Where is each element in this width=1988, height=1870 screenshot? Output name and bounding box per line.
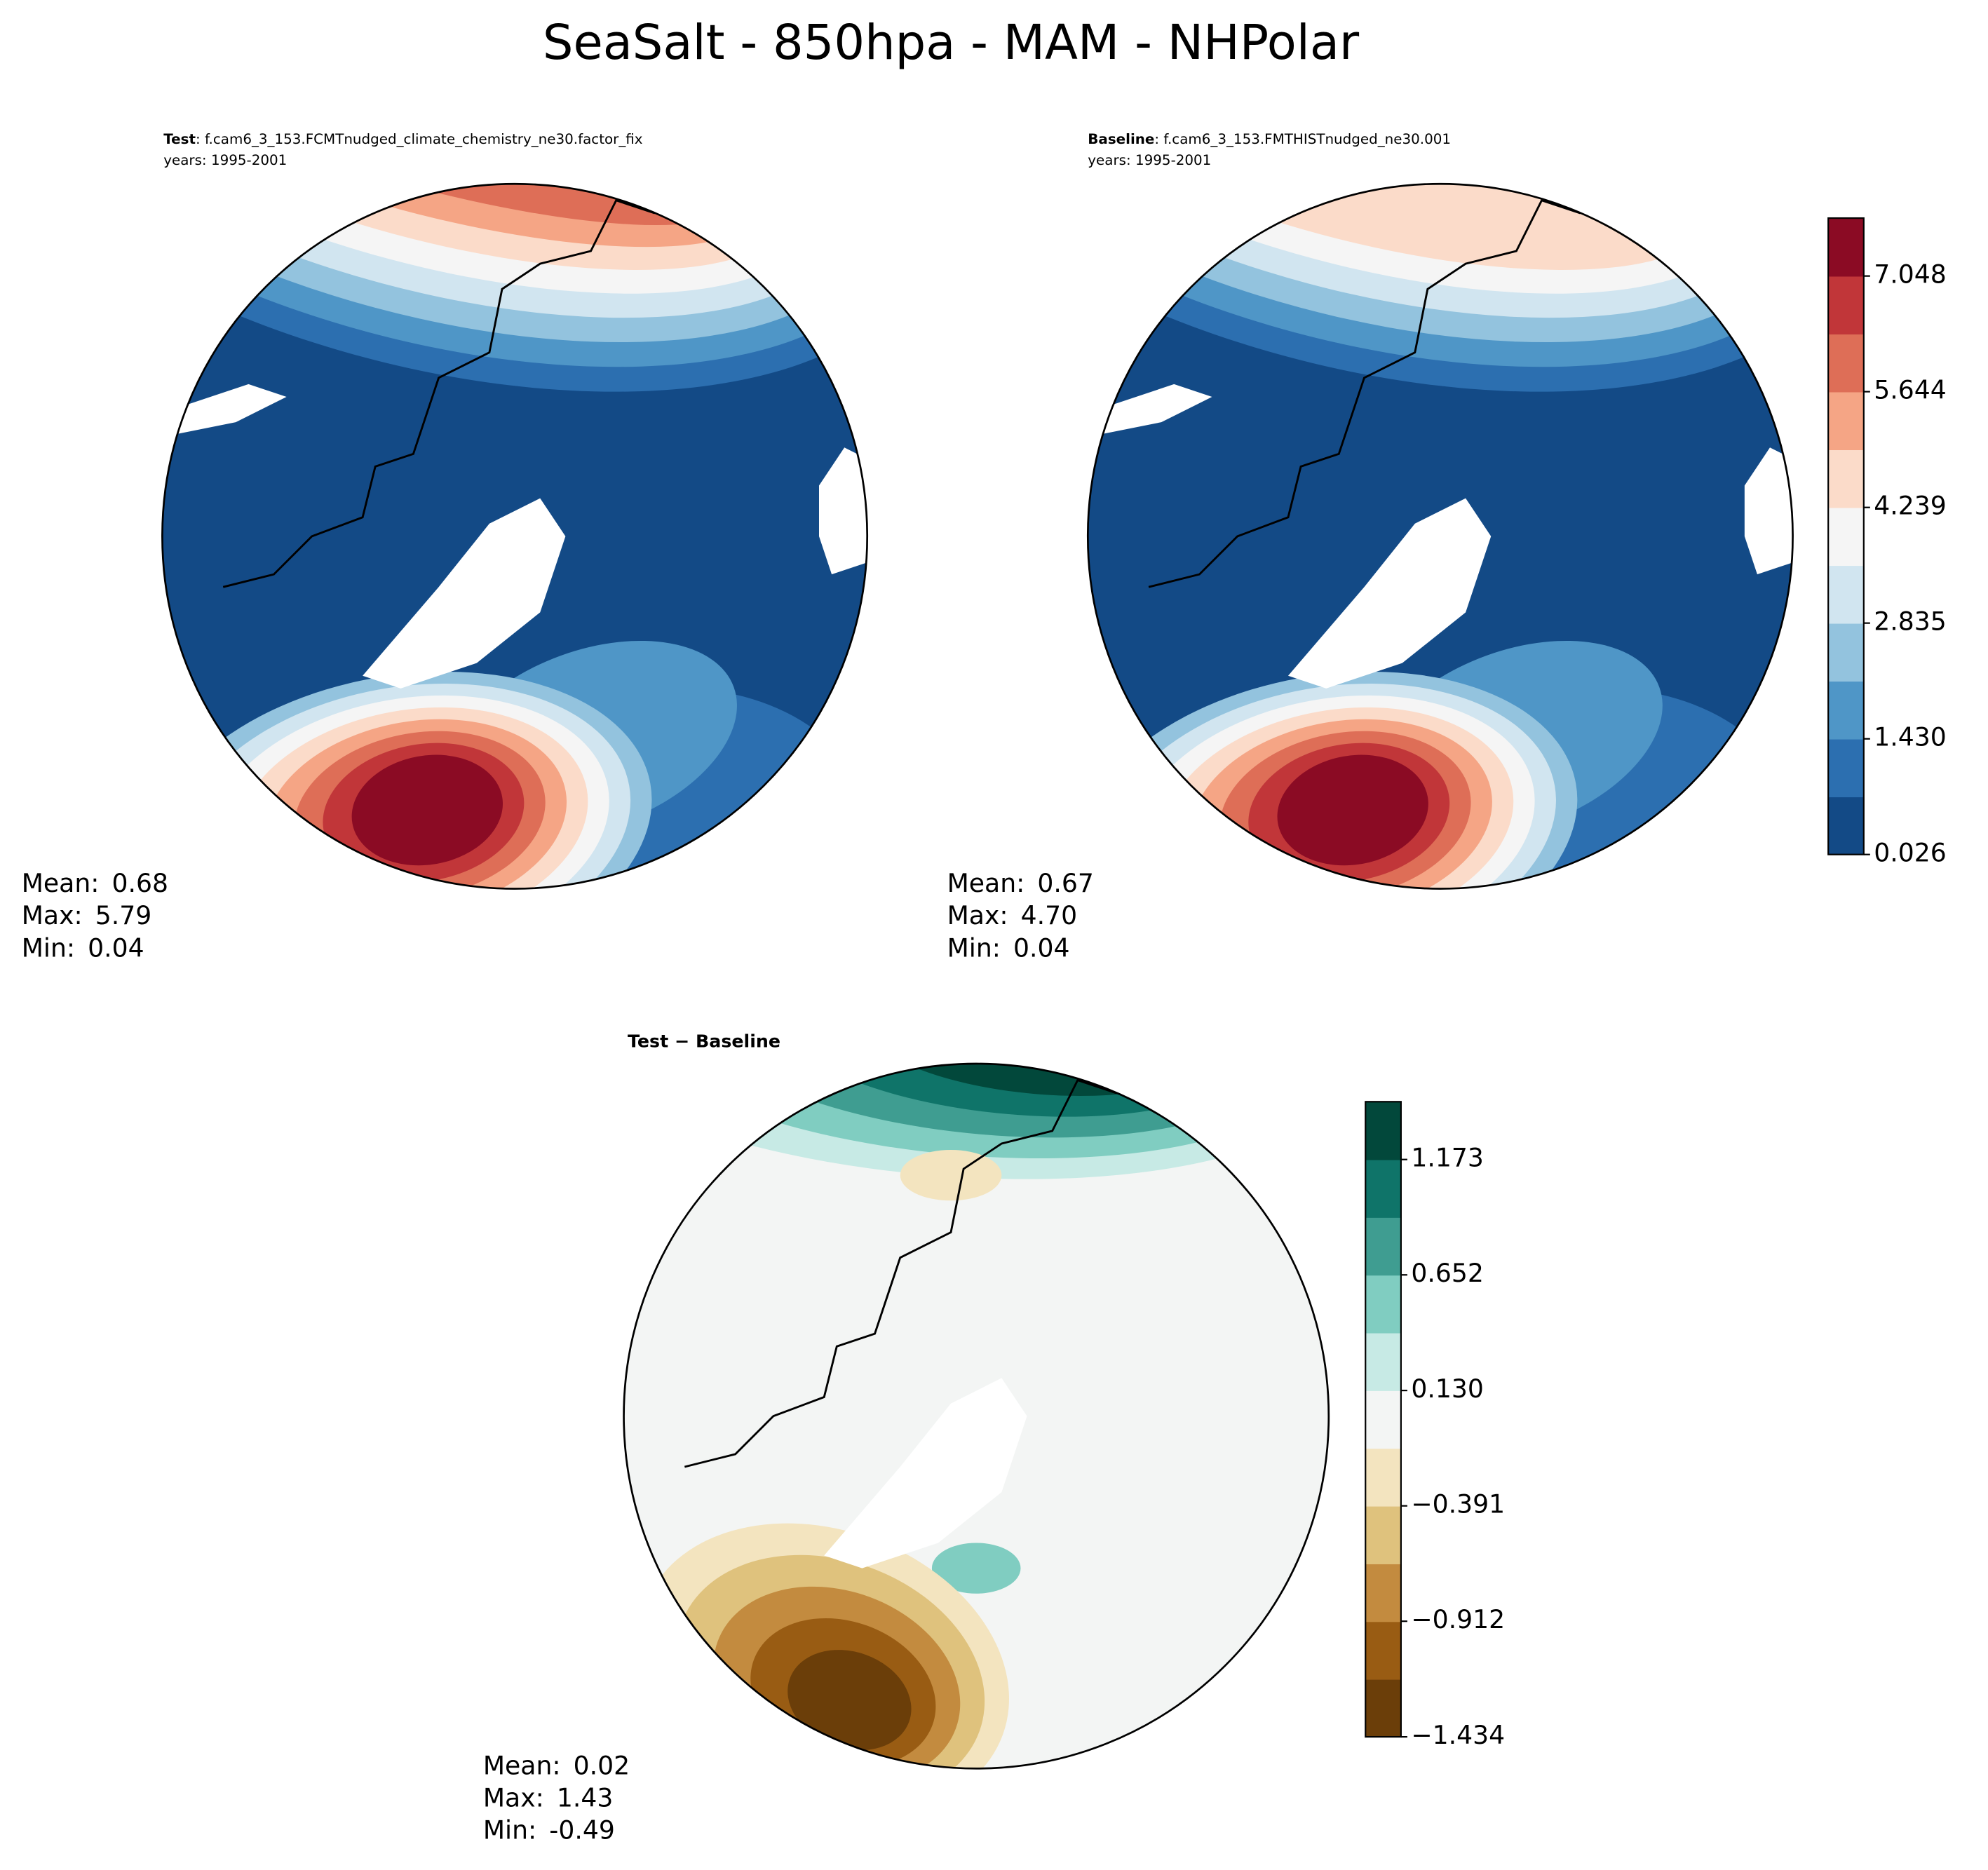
stat: Min: 0.04 — [947, 933, 1070, 963]
ice-sheet — [1287, 498, 1492, 689]
stat-value: 0.67 — [1037, 868, 1094, 898]
colorbar-tick-label: 0.652 — [1411, 1258, 1484, 1288]
colorbar-band — [1365, 1217, 1401, 1276]
contour-region — [787, 1650, 912, 1751]
colorbar-tick-label: 0.130 — [1411, 1374, 1484, 1404]
stat-value: 0.04 — [88, 933, 144, 963]
colorbar-tick-label: 1.430 — [1874, 722, 1947, 752]
colorbar-band — [1828, 565, 1864, 624]
map-boundary — [623, 1062, 1330, 1770]
contour-region — [351, 754, 503, 866]
colorbar-band — [1828, 797, 1864, 855]
stat-value: 0.68 — [112, 868, 169, 898]
case-label: Baseline — [1088, 130, 1154, 147]
colorbar-band — [1828, 449, 1864, 508]
coastline — [222, 184, 867, 889]
colorbar-tick-label: 2.835 — [1874, 607, 1947, 637]
case-name: : f.cam6_3_153.FCMTnudged_climate_chemis… — [196, 130, 643, 147]
colorbar-band — [1365, 1159, 1401, 1218]
colorbar-band — [1365, 1390, 1401, 1449]
stat-name: Max: — [483, 1783, 544, 1813]
colorbar-band — [1365, 1332, 1401, 1391]
stat-name: Min: — [947, 933, 1001, 963]
stat-name: Min: — [22, 933, 75, 963]
colorbar-band — [1365, 1448, 1401, 1507]
stat-name: Min: — [483, 1815, 536, 1845]
contour-region — [931, 1543, 1021, 1594]
map-field — [623, 1064, 1329, 1769]
colorbar-tick-label: 1.173 — [1411, 1143, 1484, 1173]
stat-name: Max: — [22, 900, 83, 930]
colorbar-band — [1828, 391, 1864, 451]
coastline — [684, 1064, 1329, 1769]
panel-subtitle: Baseline: f.cam6_3_153.FMTHISTnudged_ne3… — [1088, 130, 1451, 147]
stat-name: Max: — [947, 900, 1008, 930]
colorbar-frame — [1827, 217, 1865, 855]
colorbar-tick-label: 7.048 — [1874, 259, 1947, 290]
colorbar-tick-label: 5.644 — [1874, 375, 1947, 405]
colorbar-band — [1365, 1102, 1401, 1160]
stat-value: 0.02 — [574, 1750, 630, 1780]
stat: Max: 5.79 — [22, 900, 152, 930]
contour-region — [1277, 754, 1428, 866]
colorbar-tick-label: 0.026 — [1874, 838, 1947, 868]
panel-title: Test − Baseline — [628, 1031, 780, 1051]
ice-sheet — [824, 1378, 1027, 1569]
colorbar-tick-label: 4.239 — [1874, 491, 1947, 521]
stat-name: Mean: — [483, 1750, 561, 1780]
colorbar-band — [1828, 276, 1864, 334]
colorbar-band — [1365, 1275, 1401, 1334]
colorbar-tick-label: −0.391 — [1411, 1489, 1505, 1519]
colorbar-band — [1828, 507, 1864, 567]
stat: Mean: 0.02 — [483, 1750, 630, 1780]
contour-region — [900, 1149, 1002, 1201]
missing-data — [818, 447, 867, 575]
colorbar-band — [1365, 1679, 1401, 1737]
stat-value: 5.79 — [95, 900, 152, 930]
stat-value: 0.04 — [1013, 933, 1070, 963]
panel-years: years: 1995-2001 — [163, 152, 287, 168]
colorbar-band — [1828, 623, 1864, 682]
stat: Max: 4.70 — [947, 900, 1078, 930]
case-name: : f.cam6_3_153.FMTHISTnudged_ne30.001 — [1154, 130, 1451, 147]
stat-name: Mean: — [947, 868, 1025, 898]
case-label: Test — [163, 130, 196, 147]
stat-value: 1.43 — [557, 1783, 614, 1813]
missing-data — [1097, 384, 1212, 435]
colorbar-frame — [1365, 1101, 1402, 1738]
stat: Mean: 0.68 — [22, 868, 168, 898]
colorbar-band — [1828, 218, 1864, 277]
colorbar-band — [1828, 334, 1864, 393]
map-boundary — [161, 182, 869, 890]
colorbar-band — [1828, 738, 1864, 798]
colorbar-band — [1828, 681, 1864, 740]
map-boundary — [1086, 182, 1794, 890]
colorbar-tick-label: −0.912 — [1411, 1604, 1505, 1634]
colorbar-band — [1365, 1621, 1401, 1680]
stat: Mean: 0.67 — [947, 868, 1094, 898]
ice-sheet — [363, 498, 566, 689]
missing-data — [172, 384, 287, 435]
figure-title: SeaSalt - 850hpa - MAM - NHPolar — [543, 15, 1360, 71]
coastline — [1148, 184, 1793, 889]
panel-years: years: 1995-2001 — [1088, 152, 1211, 168]
colorbar-band — [1365, 1505, 1401, 1564]
missing-data — [1744, 447, 1793, 575]
stat-name: Mean: — [22, 868, 100, 898]
stat: Min: -0.49 — [483, 1815, 615, 1845]
colorbar-tick-label: −1.434 — [1411, 1720, 1505, 1750]
panel-subtitle: Test: f.cam6_3_153.FCMTnudged_climate_ch… — [163, 130, 643, 147]
stat: Max: 1.43 — [483, 1783, 614, 1813]
stat-value: -0.49 — [549, 1815, 615, 1845]
stat: Min: 0.04 — [22, 933, 144, 963]
stat-value: 4.70 — [1021, 900, 1078, 930]
colorbar-band — [1365, 1564, 1401, 1622]
